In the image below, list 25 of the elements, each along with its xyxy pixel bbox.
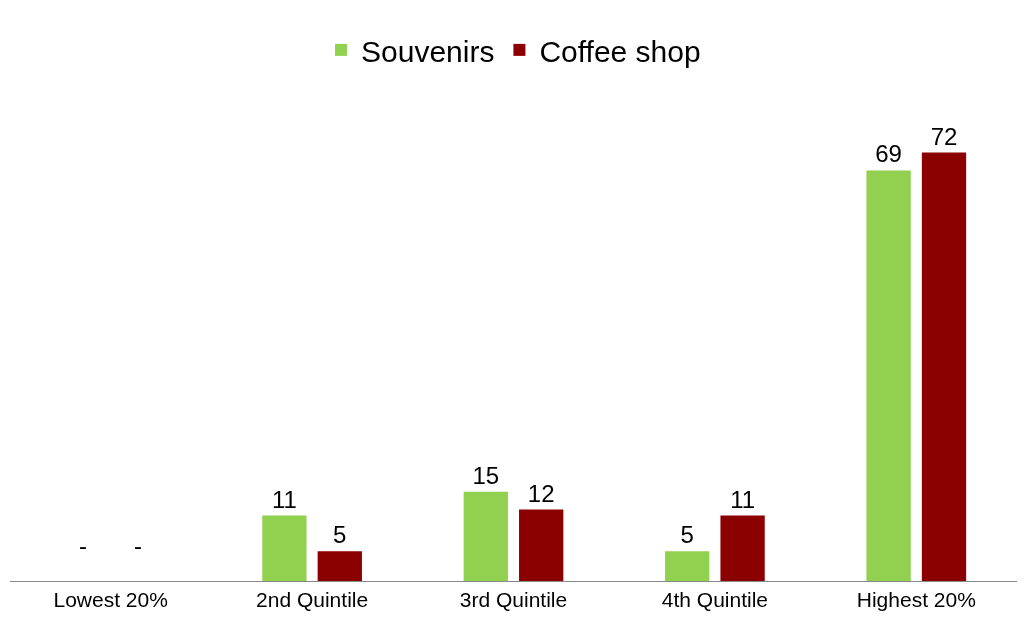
data-label: 5	[680, 521, 694, 549]
annotation: -	[79, 532, 87, 559]
legend-label: Souvenirs	[361, 34, 495, 68]
bar	[921, 152, 967, 581]
bar	[720, 515, 765, 581]
bar	[866, 170, 911, 581]
annotation: -	[134, 532, 142, 559]
data-label: 72	[930, 122, 958, 150]
legend-label: Coffee shop	[539, 34, 701, 68]
bar	[317, 551, 362, 581]
data-label: 5	[333, 521, 347, 549]
data-label: 11	[271, 485, 297, 513]
x-tick-label: 4th Quintile	[661, 588, 769, 612]
data-label: 11	[730, 485, 756, 513]
bar	[463, 491, 508, 581]
bar	[665, 551, 710, 581]
x-tick-label: 2nd Quintile	[256, 588, 369, 612]
data-label: 12	[527, 479, 555, 507]
x-tick-label: Highest 20%	[856, 588, 976, 612]
x-tick-label: 3rd Quintile	[459, 588, 568, 612]
data-label: 69	[875, 140, 902, 168]
x-tick-label: Lowest 20%	[53, 588, 168, 612]
bar	[262, 515, 307, 581]
bar	[519, 509, 564, 581]
data-label: 15	[472, 461, 500, 489]
